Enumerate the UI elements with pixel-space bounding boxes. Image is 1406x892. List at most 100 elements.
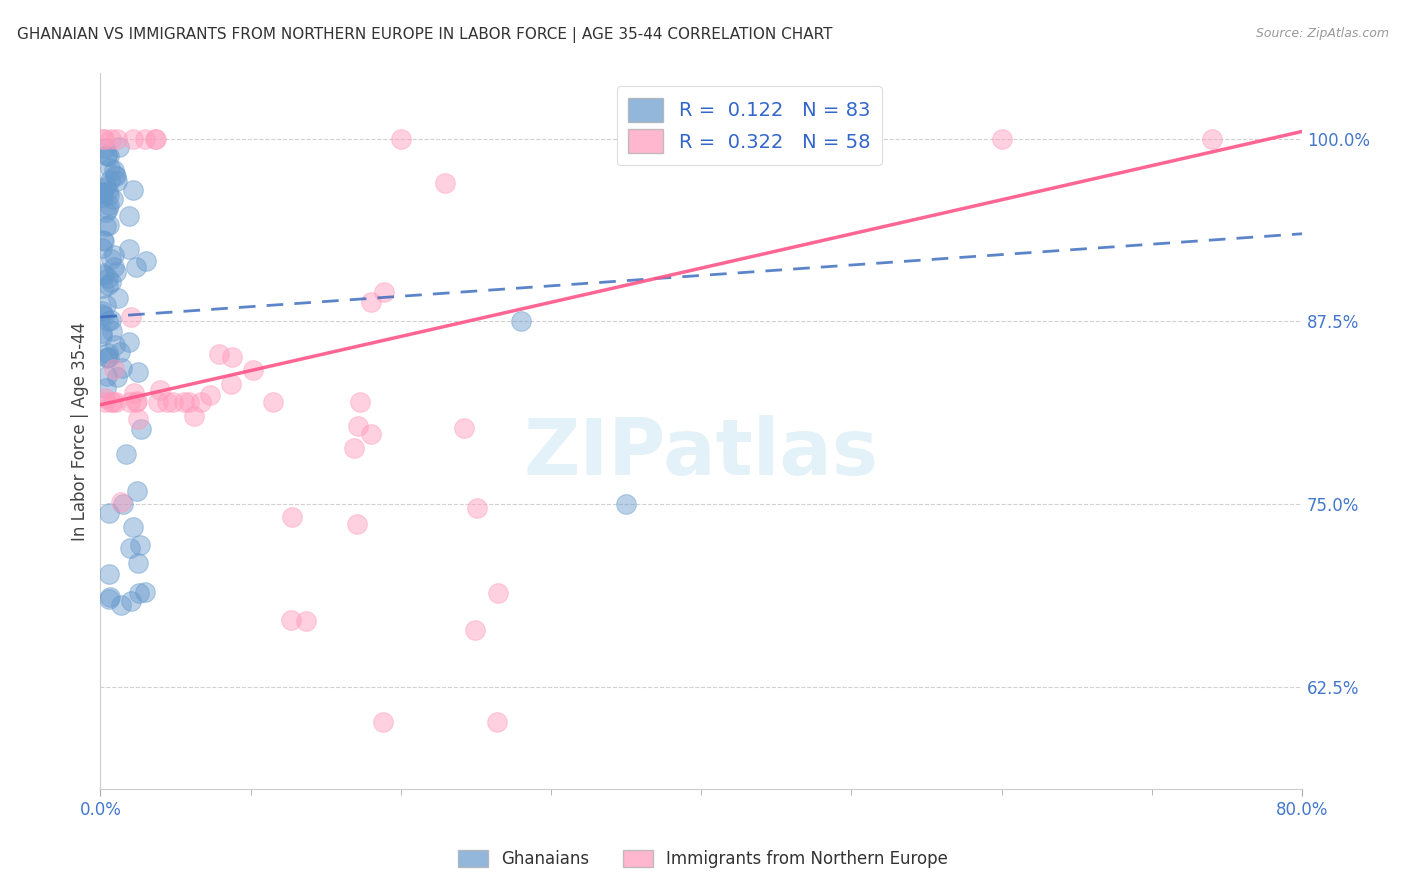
Point bbox=[105, 395, 128, 409]
Point bbox=[103, 248, 125, 262]
Point bbox=[118, 209, 141, 223]
Point bbox=[134, 132, 156, 146]
Point bbox=[177, 395, 200, 409]
Point bbox=[98, 149, 121, 163]
Point bbox=[98, 591, 121, 606]
Point bbox=[360, 427, 382, 442]
Point bbox=[103, 395, 125, 409]
Point bbox=[120, 395, 142, 409]
Legend: R =  0.122   N = 83, R =  0.322   N = 58: R = 0.122 N = 83, R = 0.322 N = 58 bbox=[617, 87, 882, 165]
Point bbox=[467, 501, 489, 516]
Point bbox=[104, 168, 127, 182]
Point bbox=[510, 314, 533, 328]
Point bbox=[103, 163, 125, 178]
Point bbox=[90, 308, 112, 322]
Point bbox=[208, 347, 231, 361]
Point bbox=[101, 324, 124, 338]
Point bbox=[98, 219, 121, 233]
Point bbox=[122, 520, 145, 534]
Point bbox=[485, 714, 508, 729]
Point bbox=[295, 614, 318, 628]
Point bbox=[162, 395, 184, 409]
Point bbox=[464, 623, 486, 637]
Point bbox=[104, 338, 127, 352]
Point bbox=[120, 594, 142, 608]
Point bbox=[100, 395, 122, 409]
Point bbox=[841, 132, 863, 146]
Point bbox=[143, 132, 166, 146]
Point bbox=[90, 326, 112, 340]
Point bbox=[690, 132, 713, 146]
Point bbox=[114, 447, 136, 461]
Point bbox=[97, 271, 120, 285]
Point bbox=[146, 395, 169, 409]
Point bbox=[91, 281, 114, 295]
Point bbox=[104, 265, 127, 279]
Point bbox=[100, 132, 122, 146]
Point bbox=[125, 393, 148, 408]
Point bbox=[94, 297, 117, 311]
Point bbox=[94, 391, 117, 405]
Point bbox=[90, 241, 112, 255]
Point bbox=[125, 484, 148, 499]
Point bbox=[105, 369, 128, 384]
Point bbox=[614, 497, 637, 511]
Point bbox=[90, 328, 112, 343]
Point bbox=[389, 132, 412, 146]
Point bbox=[105, 132, 128, 146]
Point bbox=[149, 383, 172, 397]
Point bbox=[93, 235, 115, 249]
Point bbox=[94, 179, 117, 194]
Point bbox=[91, 185, 114, 199]
Point bbox=[96, 350, 118, 364]
Point bbox=[453, 420, 475, 434]
Point bbox=[343, 441, 366, 455]
Point bbox=[103, 362, 125, 376]
Point bbox=[94, 204, 117, 219]
Point bbox=[360, 294, 382, 309]
Point bbox=[97, 202, 120, 216]
Point bbox=[242, 363, 264, 377]
Point bbox=[111, 497, 134, 511]
Point bbox=[125, 395, 148, 409]
Point bbox=[118, 242, 141, 256]
Point bbox=[103, 260, 125, 274]
Point bbox=[371, 715, 394, 730]
Point bbox=[91, 132, 114, 146]
Point bbox=[630, 132, 652, 146]
Point bbox=[110, 495, 132, 509]
Point bbox=[221, 350, 243, 364]
Point bbox=[433, 176, 456, 190]
Point bbox=[125, 260, 148, 274]
Point bbox=[349, 395, 371, 409]
Point bbox=[156, 395, 179, 409]
Point bbox=[118, 334, 141, 349]
Point bbox=[93, 268, 115, 283]
Point bbox=[122, 132, 145, 146]
Point bbox=[128, 585, 150, 599]
Point bbox=[97, 350, 120, 364]
Point bbox=[145, 132, 167, 146]
Point bbox=[98, 187, 121, 202]
Point bbox=[108, 345, 131, 359]
Point bbox=[98, 161, 121, 176]
Point bbox=[121, 183, 143, 197]
Point bbox=[107, 291, 129, 305]
Point bbox=[100, 276, 122, 290]
Point bbox=[91, 266, 114, 280]
Text: Source: ZipAtlas.com: Source: ZipAtlas.com bbox=[1256, 27, 1389, 40]
Point bbox=[990, 132, 1012, 146]
Point bbox=[103, 192, 125, 206]
Point bbox=[110, 598, 132, 612]
Point bbox=[280, 613, 302, 627]
Point bbox=[107, 139, 129, 153]
Point bbox=[135, 253, 157, 268]
Point bbox=[373, 285, 395, 299]
Point bbox=[97, 198, 120, 212]
Point bbox=[347, 419, 370, 434]
Point bbox=[94, 141, 117, 155]
Point bbox=[100, 252, 122, 266]
Point bbox=[105, 174, 128, 188]
Point bbox=[281, 509, 304, 524]
Point bbox=[90, 186, 112, 201]
